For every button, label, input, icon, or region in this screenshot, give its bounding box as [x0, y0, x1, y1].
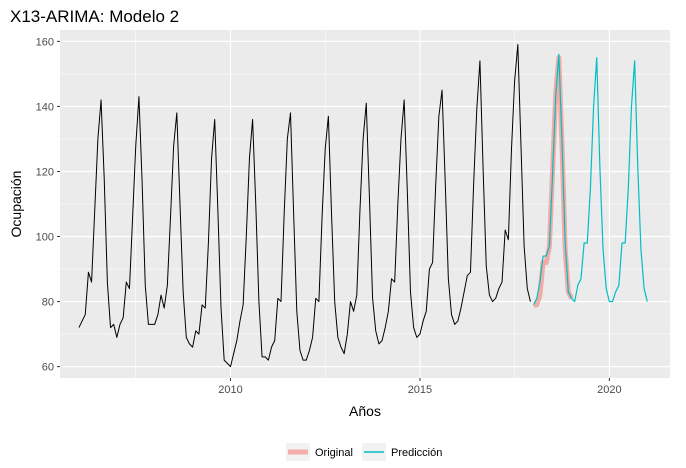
x-tick-label: 2015 — [408, 384, 432, 396]
legend-original-label: Original — [315, 447, 353, 459]
y-tick-label: 80 — [42, 297, 54, 309]
y-tick-label: 140 — [36, 101, 54, 113]
y-tick-label: 160 — [36, 36, 54, 48]
major-gridlines — [60, 30, 670, 378]
y-tick-label: 100 — [36, 232, 54, 244]
x-axis-title: Años — [349, 403, 381, 419]
chart-title: X13-ARIMA: Modelo 2 — [10, 7, 179, 26]
y-tick-label: 60 — [42, 362, 54, 374]
legend: Original Predicción — [286, 443, 442, 461]
legend-prediction-label: Predicción — [391, 447, 442, 459]
x-tick-label: 2020 — [597, 384, 621, 396]
prediction-series-line — [533, 53, 648, 306]
x-axis-ticks: 2010 2015 2020 — [218, 378, 622, 396]
y-axis-title: Ocupación — [8, 171, 24, 238]
x-tick-label: 2010 — [218, 384, 242, 396]
y-tick-label: 120 — [36, 166, 54, 178]
series-lines — [78, 44, 648, 368]
historical-series-line — [78, 44, 531, 368]
y-axis-ticks: 60 80 100 120 140 160 — [36, 36, 60, 374]
